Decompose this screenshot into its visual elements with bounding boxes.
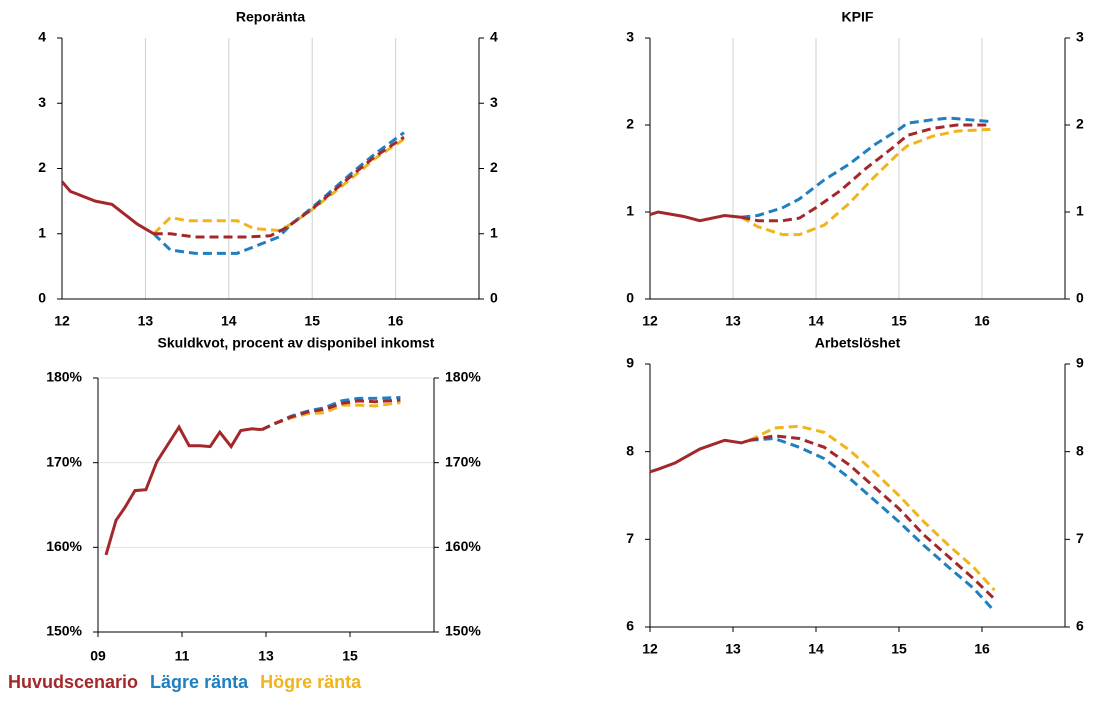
x-tick-label: 12 (642, 313, 658, 329)
line-forecast (261, 395, 401, 432)
y2-tick-label: 0 (490, 290, 498, 306)
legend-entry: Lägre ränta (150, 672, 249, 692)
line-forecast (748, 424, 996, 592)
y-tick-label: 2 (38, 159, 46, 175)
x-tick-label: 11 (175, 648, 190, 664)
line-forecast (152, 137, 405, 235)
y-tick-label: 4 (38, 29, 46, 45)
y-tick-label: 6 (626, 618, 634, 634)
x-tick-label: 16 (974, 641, 990, 657)
y2-tick-label: 2 (490, 159, 498, 175)
y-tick-label: 8 (626, 442, 634, 458)
y2-tick-label: 150% (445, 623, 481, 639)
x-tick-label: 12 (642, 641, 658, 657)
y-tick-label: 3 (626, 29, 634, 45)
legend-entry: Huvudscenario (8, 672, 138, 692)
line-actual (649, 210, 742, 223)
y-tick-label: 150% (46, 623, 82, 639)
line-forecast (740, 123, 991, 223)
x-tick-label: 13 (725, 641, 741, 657)
x-tick-label: 15 (304, 313, 320, 329)
x-tick-label: 12 (54, 313, 70, 329)
chart-title: KPIF (842, 9, 874, 25)
y-tick-label: 180% (46, 369, 82, 385)
line-forecast (749, 434, 996, 601)
y2-tick-label: 8 (1076, 442, 1084, 458)
line-actual (649, 438, 751, 474)
y-tick-label: 0 (38, 290, 46, 306)
y-tick-label: 3 (38, 94, 46, 110)
line-forecast (749, 436, 996, 613)
y2-tick-label: 3 (1076, 29, 1084, 45)
y-tick-label: 7 (626, 530, 634, 546)
chart-title: Skuldkvot, procent av disponibel inkomst (158, 335, 435, 351)
x-tick-label: 09 (90, 648, 106, 664)
y-tick-label: 170% (46, 453, 82, 469)
line-forecast (261, 398, 401, 432)
line-forecast (153, 135, 405, 239)
x-tick-label: 13 (725, 313, 741, 329)
y2-tick-label: 2 (1076, 116, 1084, 132)
y-tick-label: 2 (626, 116, 634, 132)
chart-title: Reporänta (236, 9, 305, 25)
x-tick-label: 14 (808, 641, 824, 657)
y-tick-label: 0 (626, 290, 634, 306)
x-tick-label: 15 (342, 648, 358, 664)
y2-tick-label: 7 (1076, 530, 1084, 546)
line-forecast (740, 127, 991, 237)
x-tick-label: 16 (974, 313, 990, 329)
x-tick-label: 14 (808, 313, 824, 329)
y2-tick-label: 1 (490, 224, 498, 240)
y2-tick-label: 3 (490, 94, 498, 110)
x-tick-label: 16 (388, 313, 404, 329)
chart-title: Arbetslöshet (815, 335, 901, 351)
y2-tick-label: 0 (1076, 290, 1084, 306)
y-tick-label: 160% (46, 538, 82, 554)
y2-tick-label: 180% (445, 369, 481, 385)
y2-tick-label: 160% (445, 538, 481, 554)
x-tick-label: 15 (891, 641, 907, 657)
y2-tick-label: 1 (1076, 203, 1084, 219)
line-forecast (152, 131, 405, 255)
x-tick-label: 13 (258, 648, 274, 664)
x-tick-label: 15 (891, 313, 907, 329)
y-tick-label: 9 (626, 355, 634, 371)
legend-entry: Högre ränta (260, 672, 362, 692)
x-tick-label: 14 (221, 313, 237, 329)
y2-tick-label: 9 (1076, 355, 1084, 371)
y2-tick-label: 6 (1076, 618, 1084, 634)
line-actual (104, 424, 262, 556)
y-tick-label: 1 (38, 224, 46, 240)
line-actual (60, 180, 155, 236)
y2-tick-label: 170% (445, 453, 481, 469)
y-tick-label: 1 (626, 203, 634, 219)
y2-tick-label: 4 (490, 29, 498, 45)
x-tick-label: 13 (138, 313, 154, 329)
